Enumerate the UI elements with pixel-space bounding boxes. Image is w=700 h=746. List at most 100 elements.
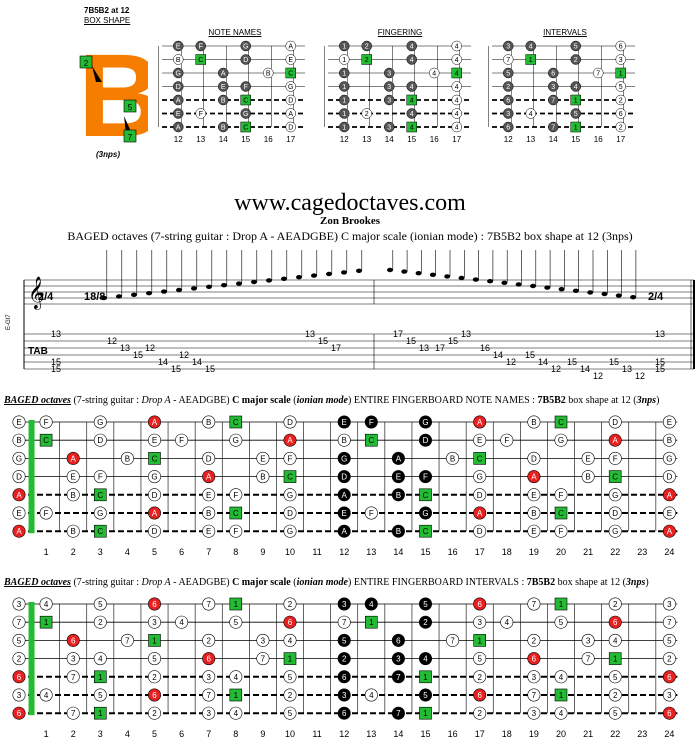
note-marker: F [364, 415, 378, 429]
svg-text:1: 1 [342, 125, 346, 132]
tab-number: 15 [567, 357, 577, 367]
svg-text:E: E [71, 473, 76, 482]
note-marker: 5 [418, 688, 432, 702]
fret-number: 8 [233, 547, 238, 557]
note-marker: 3 [527, 670, 541, 684]
svg-text:F: F [559, 527, 564, 536]
note-marker: 1 [229, 688, 243, 702]
fret-number: 12 [339, 547, 349, 557]
svg-text:3: 3 [206, 709, 211, 718]
site-url[interactable]: www.cagedoctaves.com [234, 190, 466, 216]
svg-text:6: 6 [206, 655, 211, 664]
small-note: D [240, 54, 251, 65]
small-note: 7 [548, 121, 559, 133]
svg-text:1: 1 [98, 673, 103, 682]
small-fret-number: 12 [340, 135, 349, 144]
svg-text:A: A [613, 436, 619, 445]
small-note: B [263, 67, 274, 79]
svg-text:1: 1 [477, 636, 482, 645]
tab-number: 13 [305, 329, 315, 339]
note-marker: D [473, 488, 487, 502]
note-marker: C [283, 470, 297, 483]
small-note: C [240, 121, 251, 133]
note-marker: G [283, 524, 297, 538]
svg-text:D: D [288, 98, 293, 105]
note-marker: 7 [120, 633, 134, 647]
note-marker: 2 [608, 597, 622, 611]
note-head [401, 269, 408, 274]
svg-text:G: G [176, 71, 181, 78]
svg-text:B: B [450, 454, 455, 463]
svg-text:B: B [71, 527, 76, 536]
note-marker: E [337, 506, 351, 520]
svg-text:E: E [206, 491, 211, 500]
small-note: 2 [615, 94, 626, 106]
svg-text:5: 5 [17, 636, 22, 645]
svg-text:3: 3 [71, 655, 76, 664]
fret-number: 17 [475, 729, 485, 739]
fret-number: 5 [152, 729, 157, 739]
note-marker: 3 [256, 633, 270, 647]
svg-text:4: 4 [288, 636, 293, 645]
svg-text:D: D [531, 454, 537, 463]
fret-number: 23 [637, 547, 647, 557]
note-marker: 5 [229, 615, 243, 629]
note-head [458, 275, 465, 281]
small-note: 4 [525, 108, 536, 119]
note-marker: 5 [662, 633, 676, 647]
svg-text:B: B [125, 454, 130, 463]
svg-text:2: 2 [152, 709, 157, 718]
svg-text:2: 2 [365, 57, 369, 64]
svg-text:A: A [342, 491, 348, 500]
note-marker: A [12, 524, 26, 538]
note-marker: 6 [391, 633, 405, 647]
svg-text:7: 7 [396, 673, 401, 682]
note-marker: D [148, 488, 162, 502]
note-marker: F [39, 415, 53, 429]
tab-number: 15 [609, 357, 619, 367]
svg-text:3: 3 [387, 125, 391, 132]
note-marker: 2 [662, 652, 676, 666]
note-marker: A [337, 524, 351, 538]
note-marker: C [148, 452, 161, 465]
svg-text:4: 4 [410, 57, 414, 64]
svg-text:3: 3 [506, 44, 510, 51]
note-marker: 2 [283, 688, 297, 702]
svg-text:2: 2 [619, 125, 623, 132]
note-marker: 7 [202, 597, 216, 611]
note-marker: 7 [391, 670, 405, 684]
small-fret-number: 15 [571, 135, 580, 144]
svg-text:4: 4 [44, 600, 49, 609]
note-marker: 4 [229, 706, 243, 720]
note-marker: 4 [39, 688, 53, 702]
fret-number: 16 [448, 547, 458, 557]
svg-text:4: 4 [369, 600, 374, 609]
note-marker: B [527, 506, 541, 520]
svg-text:6: 6 [288, 618, 293, 627]
svg-text:6: 6 [17, 709, 22, 718]
svg-text:4: 4 [410, 84, 414, 91]
note-marker: E [202, 488, 216, 502]
small-note: 3 [384, 94, 395, 106]
note-marker: B [120, 451, 134, 465]
note-marker: C [39, 433, 53, 447]
note-marker: D [202, 451, 216, 465]
note-marker: E [662, 506, 676, 520]
svg-text:7: 7 [125, 636, 130, 645]
small-fret-number: 16 [594, 135, 603, 144]
note-marker: B [581, 470, 595, 484]
fret-number: 15 [420, 729, 430, 739]
small-note: 4 [406, 81, 417, 92]
note-marker: D [148, 524, 162, 538]
note-head [572, 288, 579, 293]
svg-text:F: F [233, 491, 238, 500]
svg-text:E: E [585, 454, 590, 463]
note-marker: 5 [93, 597, 107, 611]
svg-text:C: C [288, 71, 293, 78]
note-marker: 2 [337, 652, 351, 666]
note-head [356, 268, 362, 273]
svg-text:B: B [396, 527, 401, 536]
note-marker: E [391, 470, 405, 484]
note-marker: 2 [93, 615, 107, 629]
note-marker: F [229, 524, 243, 538]
